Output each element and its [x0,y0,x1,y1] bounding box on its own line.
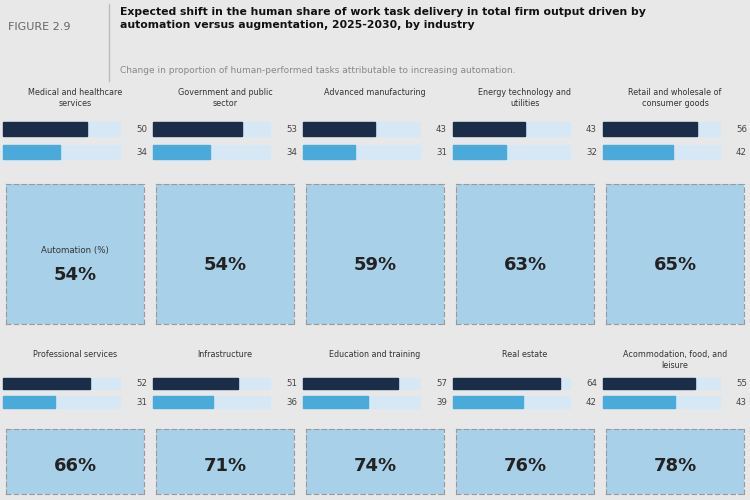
Bar [603,396,720,408]
Bar [303,145,420,160]
Bar [453,378,560,389]
Text: Retail and wholesale of
consumer goods: Retail and wholesale of consumer goods [628,88,722,108]
Text: 64: 64 [586,379,597,388]
Text: Medical and healthcare
services: Medical and healthcare services [28,88,122,108]
Text: Infrastructure: Infrastructure [197,350,253,359]
Bar [303,396,420,408]
Text: Expected shift in the human share of work task delivery in total firm output dri: Expected shift in the human share of wor… [120,7,646,30]
Bar [153,396,270,408]
Text: 65%: 65% [653,256,697,274]
Text: 36: 36 [286,398,297,406]
Text: 66%: 66% [53,458,97,475]
Text: 32: 32 [586,148,597,157]
Text: FIGURE 2.9: FIGURE 2.9 [8,22,70,32]
Text: 34: 34 [286,148,297,157]
Bar [153,122,242,136]
Text: 52: 52 [136,379,147,388]
Text: 42: 42 [586,398,597,406]
Bar [3,122,120,136]
Bar [453,145,570,160]
Text: Acommodation, food, and
leisure: Acommodation, food, and leisure [622,350,727,370]
Text: Automation (%): Automation (%) [41,246,109,256]
Text: Real estate: Real estate [503,350,548,359]
Bar [603,378,720,389]
Bar [3,396,55,408]
Text: 54%: 54% [203,256,247,274]
Bar [603,396,675,408]
Text: 31: 31 [136,398,147,406]
Bar [303,378,398,389]
Bar [603,145,720,160]
Text: Professional services: Professional services [33,350,117,359]
Bar [3,122,86,136]
Bar [303,145,355,160]
Text: 56: 56 [736,124,747,134]
Bar [153,122,270,136]
Bar [603,122,697,136]
Text: Government and public
sector: Government and public sector [178,88,272,108]
Text: Education and training: Education and training [329,350,421,359]
Text: Energy technology and
utilities: Energy technology and utilities [478,88,572,108]
Bar [3,145,60,160]
Bar [303,396,368,408]
Bar [603,145,674,160]
Text: 63%: 63% [503,256,547,274]
Bar [153,145,210,160]
Bar [3,378,90,389]
Text: 42: 42 [736,148,747,157]
Text: 78%: 78% [653,458,697,475]
Bar [303,122,375,136]
Bar [3,378,120,389]
Bar [453,122,570,136]
Text: 39: 39 [436,398,447,406]
Text: 51: 51 [286,379,297,388]
Bar [153,396,213,408]
Bar [303,122,420,136]
Bar [3,145,120,160]
Text: 76%: 76% [503,458,547,475]
Bar [153,378,270,389]
Text: 43: 43 [586,124,597,134]
Text: 71%: 71% [203,458,247,475]
Bar [453,145,506,160]
Text: Change in proportion of human-performed tasks attributable to increasing automat: Change in proportion of human-performed … [120,66,515,76]
Bar [153,378,238,389]
Bar [603,378,695,389]
Text: 43: 43 [736,398,747,406]
Text: 50: 50 [136,124,147,134]
Bar [453,378,570,389]
Text: 31: 31 [436,148,447,157]
Bar [453,396,524,408]
Text: 53: 53 [286,124,297,134]
Bar [453,396,570,408]
Text: 55: 55 [736,379,747,388]
Bar [153,145,270,160]
Bar [453,122,525,136]
Bar [303,378,420,389]
Text: 59%: 59% [353,256,397,274]
Text: 43: 43 [436,124,447,134]
Text: 54%: 54% [53,266,97,283]
Text: 34: 34 [136,148,147,157]
Text: 57: 57 [436,379,447,388]
Bar [3,396,120,408]
Text: 74%: 74% [353,458,397,475]
Bar [603,122,720,136]
Text: Advanced manufacturing: Advanced manufacturing [324,88,426,97]
